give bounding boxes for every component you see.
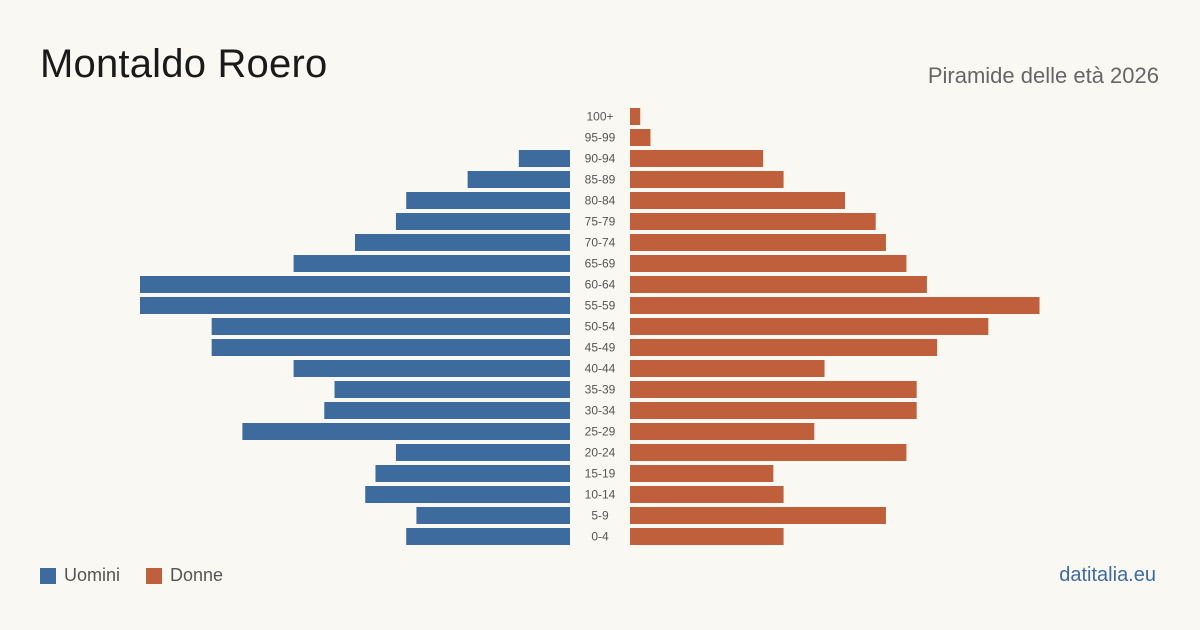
- brand-link[interactable]: datitalia.eu: [1059, 564, 1156, 586]
- legend-item-men: Uomini: [40, 565, 120, 586]
- chart-legend: Uomini Donne: [40, 565, 249, 586]
- age-label-60-64: 60-64: [585, 278, 616, 292]
- bar-women-55-59: [630, 297, 1040, 314]
- bar-women-80-84: [630, 192, 845, 209]
- bar-men-75-79: [395, 213, 570, 230]
- age-label-80-84: 80-84: [585, 194, 616, 208]
- bar-men-70-74: [355, 234, 570, 251]
- bar-women-95-99: [630, 129, 651, 146]
- bar-men-60-64: [140, 276, 570, 293]
- age-label-30-34: 30-34: [585, 404, 616, 418]
- bar-women-15-19: [630, 465, 774, 482]
- bar-men-15-19: [375, 465, 570, 482]
- age-label-90-94: 90-94: [585, 152, 616, 166]
- age-label-25-29: 25-29: [585, 425, 616, 439]
- bar-women-45-49: [630, 339, 938, 356]
- bar-men-0-4: [406, 528, 570, 545]
- chart-subtitle: Piramide delle età 2026: [927, 63, 1159, 88]
- bar-women-65-69: [630, 255, 907, 272]
- bar-men-85-89: [467, 171, 570, 188]
- age-label-70-74: 70-74: [585, 236, 616, 250]
- bar-women-0-4: [630, 528, 784, 545]
- legend-swatch-women: [146, 567, 163, 584]
- age-label-45-49: 45-49: [585, 341, 616, 355]
- age-label-20-24: 20-24: [585, 446, 616, 460]
- legend-label-women: Donne: [170, 565, 224, 585]
- bar-men-90-94: [518, 150, 570, 167]
- bar-women-100: [630, 108, 641, 125]
- age-label-75-79: 75-79: [585, 215, 616, 229]
- age-label-40-44: 40-44: [585, 362, 616, 376]
- bar-women-90-94: [630, 150, 764, 167]
- age-label-5-9: 5-9: [591, 509, 609, 523]
- bar-women-75-79: [630, 213, 876, 230]
- bar-men-5-9: [416, 507, 570, 524]
- bar-men-25-29: [242, 423, 570, 440]
- bar-women-25-29: [630, 423, 815, 440]
- age-label-95-99: 95-99: [585, 131, 616, 145]
- legend-item-women: Donne: [146, 565, 223, 586]
- bar-men-80-84: [406, 192, 570, 209]
- age-label-0-4: 0-4: [591, 530, 609, 544]
- page-title: Montaldo Roero: [40, 42, 328, 86]
- bar-women-35-39: [630, 381, 917, 398]
- age-label-15-19: 15-19: [585, 467, 616, 481]
- bar-women-5-9: [630, 507, 886, 524]
- legend-swatch-men: [40, 567, 56, 584]
- bar-men-35-39: [334, 381, 570, 398]
- bar-men-45-49: [211, 339, 570, 356]
- bar-women-40-44: [630, 360, 825, 377]
- bar-women-10-14: [630, 486, 784, 503]
- age-label-65-69: 65-69: [585, 257, 616, 271]
- age-label-55-59: 55-59: [585, 299, 616, 313]
- bar-women-85-89: [630, 171, 784, 188]
- bar-men-20-24: [395, 444, 570, 461]
- bar-women-70-74: [630, 234, 886, 251]
- age-label-10-14: 10-14: [585, 488, 616, 502]
- age-label-50-54: 50-54: [585, 320, 616, 334]
- bar-women-60-64: [630, 276, 927, 293]
- bar-men-55-59: [140, 297, 570, 314]
- bar-women-50-54: [630, 318, 989, 335]
- bar-men-50-54: [211, 318, 570, 335]
- legend-label-men: Uomini: [64, 565, 121, 585]
- bar-men-30-34: [324, 402, 570, 419]
- bar-women-20-24: [630, 444, 907, 461]
- age-label-35-39: 35-39: [585, 383, 616, 397]
- bar-men-40-44: [293, 360, 570, 377]
- age-label-100: 100+: [586, 110, 613, 124]
- bar-men-10-14: [365, 486, 570, 503]
- age-label-85-89: 85-89: [585, 173, 616, 187]
- bar-men-65-69: [293, 255, 570, 272]
- bar-women-30-34: [630, 402, 917, 419]
